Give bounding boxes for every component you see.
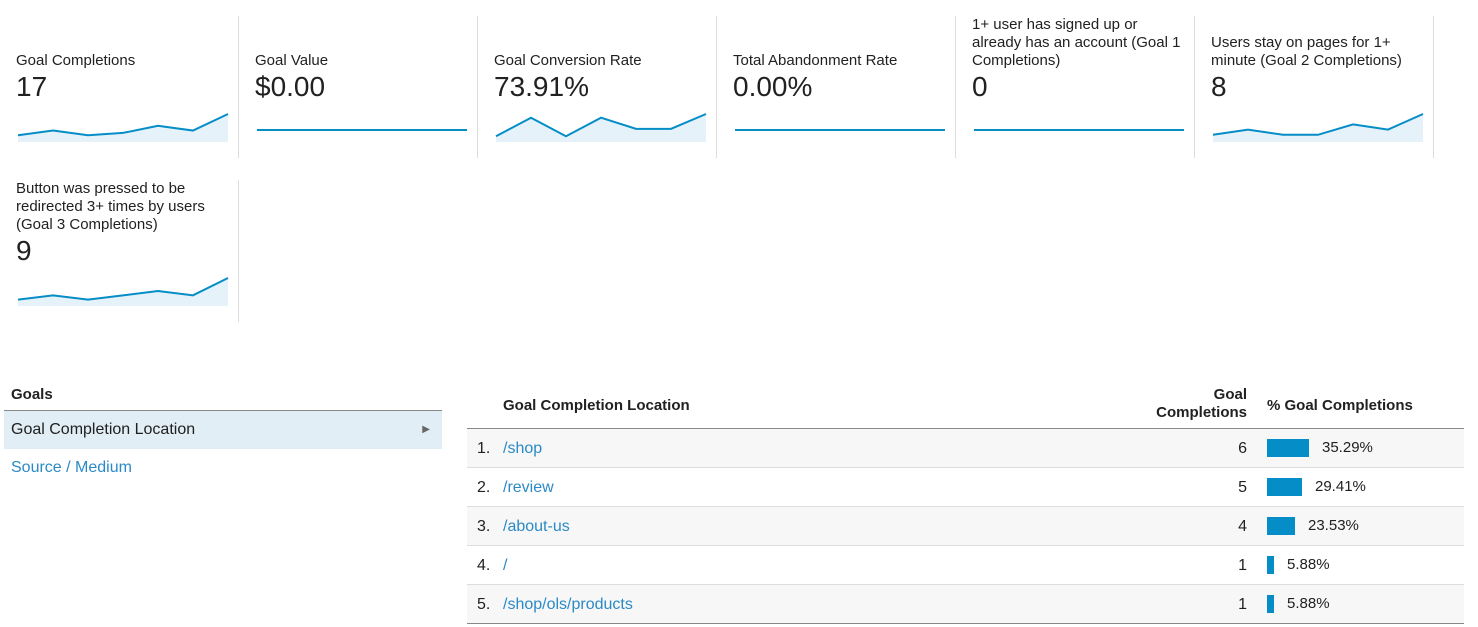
metric-label: Goal Completions <box>16 52 136 69</box>
row-location-link[interactable]: / <box>503 557 508 574</box>
sparkline-area <box>18 278 228 306</box>
goals-panel: Goals Goal Completion Location ▶ Source … <box>4 380 442 487</box>
metric-value: 0.00% <box>733 71 813 102</box>
sparkline <box>974 129 1184 142</box>
row-pct-bar <box>1267 595 1274 613</box>
goals-item-goal-completion-location[interactable]: Goal Completion Location ▶ <box>4 411 442 449</box>
row-location-link[interactable]: /shop <box>503 440 543 457</box>
sparkline-area <box>257 130 467 142</box>
row-rank: 1. <box>477 440 491 457</box>
metric-label: Total Abandonment Rate <box>733 52 898 69</box>
row-location-link[interactable]: /shop/ols/products <box>503 596 633 613</box>
sparkline <box>735 129 945 142</box>
table-row: 3. /about-us 4 23.53% <box>467 507 1464 546</box>
goals-item-label: Goal Completion Location <box>11 421 196 438</box>
metric-label: Users stay on pages for 1+ minute (Goal … <box>1211 34 1402 69</box>
table-row: 4. / 1 5.88% <box>467 546 1464 585</box>
column-header-goal-completions[interactable]: Goal Completions <box>1156 386 1247 422</box>
row-completions: 5 <box>1238 479 1247 496</box>
row-pct: 5.88% <box>1287 556 1330 573</box>
table-header: Goal Completion Location Goal Completion… <box>467 382 1464 429</box>
sparkline-area <box>735 130 945 142</box>
row-pct: 35.29% <box>1322 439 1373 456</box>
row-pct-bar <box>1267 556 1274 574</box>
metric-label: Button was pressed to be redirected 3+ t… <box>16 180 205 233</box>
sparkline-line <box>1212 113 1424 136</box>
row-rank: 3. <box>477 518 491 535</box>
row-pct-bar <box>1267 517 1295 535</box>
row-completions: 1 <box>1238 596 1247 613</box>
row-completions: 6 <box>1238 440 1247 457</box>
column-header-line: Goal <box>1213 386 1247 403</box>
metric-goal-3-completions[interactable]: Button was pressed to be redirected 3+ t… <box>0 180 239 322</box>
sparkline-line <box>495 113 707 138</box>
row-location-link[interactable]: /about-us <box>503 518 570 535</box>
metric-value: 8 <box>1211 71 1227 102</box>
metric-goal-2-completions[interactable]: Users stay on pages for 1+ minute (Goal … <box>1195 16 1434 158</box>
metric-label: 1+ user has signed up or already has an … <box>972 16 1181 69</box>
metric-value: 73.91% <box>494 71 589 102</box>
row-pct: 5.88% <box>1287 595 1330 612</box>
metric-value: 17 <box>16 71 48 102</box>
metric-goal-1-completions[interactable]: 1+ user has signed up or already has an … <box>956 16 1195 158</box>
row-rank: 4. <box>477 557 491 574</box>
sparkline <box>495 113 707 142</box>
metric-label: Goal Conversion Rate <box>494 52 642 69</box>
column-header-pct-goal-completions[interactable]: % Goal Completions <box>1267 397 1413 414</box>
row-pct: 23.53% <box>1308 517 1359 534</box>
row-completions: 4 <box>1238 518 1247 535</box>
metric-goal-value[interactable]: Goal Value $0.00 <box>239 16 478 158</box>
table-row: 5. /shop/ols/products 1 5.88% <box>467 585 1464 624</box>
row-rank: 2. <box>477 479 491 496</box>
row-pct-bar <box>1267 439 1309 457</box>
row-rank: 5. <box>477 596 491 613</box>
metric-value: 9 <box>16 235 32 266</box>
sparkline-area <box>974 130 1184 142</box>
sparkline-line <box>17 113 229 137</box>
sparkline-area <box>18 114 228 142</box>
sparkline <box>1212 113 1424 142</box>
sparkline <box>257 129 467 142</box>
sparkline <box>17 113 229 142</box>
metric-goal-completions[interactable]: Goal Completions 17 <box>0 16 239 158</box>
metric-goal-conversion-rate[interactable]: Goal Conversion Rate 73.91% <box>478 16 717 158</box>
row-pct-bar <box>1267 478 1302 496</box>
goals-item-source-medium[interactable]: Source / Medium <box>4 449 442 487</box>
goals-item-label: Source / Medium <box>11 459 132 476</box>
sparkline-line <box>17 277 229 301</box>
goals-heading: Goals <box>4 380 442 411</box>
row-pct: 29.41% <box>1315 478 1366 495</box>
goal-completion-table: Goal Completion Location Goal Completion… <box>467 382 1464 624</box>
table-row: 1. /shop 6 35.29% <box>467 429 1464 468</box>
metric-value: 0 <box>972 71 988 102</box>
metric-label: Goal Value <box>255 52 329 69</box>
metric-value: $0.00 <box>255 71 326 102</box>
caret-right-icon: ▶ <box>422 424 430 435</box>
sparkline-area <box>496 114 706 142</box>
sparkline-area <box>1213 114 1423 142</box>
table-row: 2. /review 5 29.41% <box>467 468 1464 507</box>
column-header-location[interactable]: Goal Completion Location <box>503 397 690 414</box>
row-location-link[interactable]: /review <box>503 479 554 496</box>
row-completions: 1 <box>1238 557 1247 574</box>
metric-total-abandonment-rate[interactable]: Total Abandonment Rate 0.00% <box>717 16 956 158</box>
column-header-line: Completions <box>1156 404 1247 421</box>
sparkline <box>17 277 229 306</box>
